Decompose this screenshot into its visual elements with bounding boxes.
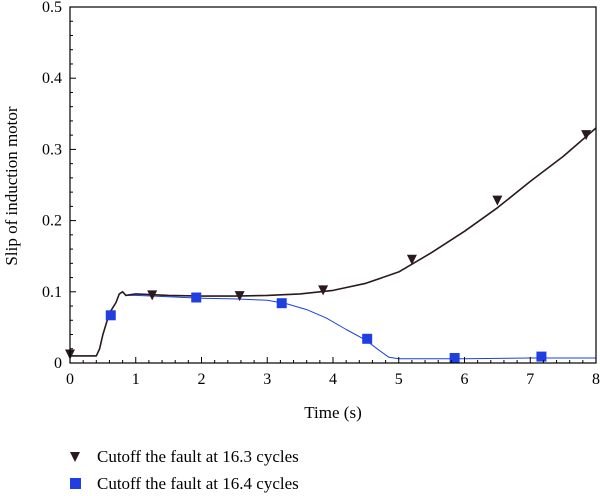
x-tick-label: 4 <box>329 371 337 388</box>
plot-frame <box>69 6 597 364</box>
plot-lines <box>70 127 597 360</box>
x-tick-label: 0 <box>66 371 74 388</box>
x-tick-label: 2 <box>198 371 206 388</box>
y-tick-label: 0.5 <box>42 0 62 16</box>
x-tick-label: 8 <box>592 371 600 388</box>
data-point-triangle <box>147 290 158 301</box>
data-point-triangle <box>492 195 503 206</box>
x-tick-label: 5 <box>395 371 403 388</box>
data-point-square <box>105 310 116 321</box>
x-tick-label: 6 <box>461 371 469 388</box>
y-tick-label: 0.4 <box>42 70 62 87</box>
x-tick-label: 3 <box>263 371 271 388</box>
data-point-square <box>449 353 460 364</box>
y-tick-labels: 0 0.1 0.2 0.3 0.4 0.5 <box>42 0 62 372</box>
x-axis-label: Time (s) <box>304 403 361 422</box>
y-axis-label: Slip of induction motor <box>2 106 21 265</box>
legend-marker-square <box>70 478 81 489</box>
data-point-triangle <box>234 291 245 302</box>
axis-ticks <box>69 6 597 364</box>
data-point-triangle <box>406 254 417 265</box>
legend-marker-triangle <box>70 452 80 462</box>
legend-item-2: Cutoff the fault at 16.4 cycles <box>70 474 299 493</box>
data-point-triangle <box>581 130 592 141</box>
legend: Cutoff the fault at 16.3 cycles Cutoff t… <box>70 447 299 493</box>
y-tick-label: 0 <box>54 355 62 372</box>
y-tick-label: 0.3 <box>42 141 62 158</box>
data-point-square <box>276 298 287 309</box>
series-line-2 <box>70 291 596 360</box>
x-tick-label: 1 <box>132 371 140 388</box>
plot-markers <box>65 130 592 364</box>
y-tick-label: 0.2 <box>42 213 62 230</box>
data-point-square <box>362 333 373 344</box>
y-tick-label: 0.1 <box>42 284 62 301</box>
x-tick-label: 7 <box>526 371 534 388</box>
legend-label-2: Cutoff the fault at 16.4 cycles <box>97 474 299 493</box>
legend-label-1: Cutoff the fault at 16.3 cycles <box>97 447 299 466</box>
legend-item-1: Cutoff the fault at 16.3 cycles <box>70 447 299 466</box>
x-tick-labels: 0 1 2 3 4 5 6 7 8 <box>66 371 600 388</box>
data-point-square <box>191 292 202 303</box>
data-point-square <box>536 351 547 362</box>
data-point-triangle <box>318 285 329 296</box>
